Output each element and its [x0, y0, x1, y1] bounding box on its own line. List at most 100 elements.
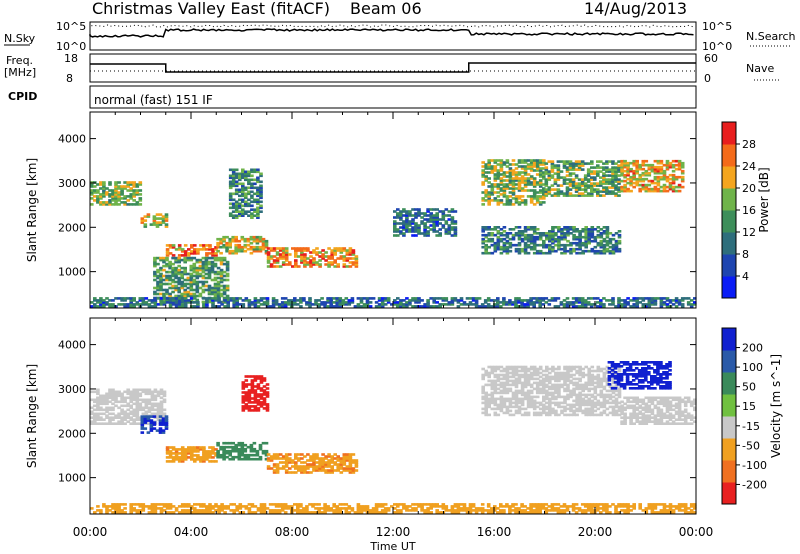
power-cell	[580, 301, 585, 304]
vel-cell	[484, 383, 488, 387]
power-cell	[665, 297, 670, 300]
vel-cell	[141, 388, 146, 392]
vel-cell	[333, 457, 337, 460]
vel-cell	[315, 469, 319, 472]
power-cell	[542, 161, 546, 164]
vel-cell	[493, 407, 498, 411]
vel-cell	[538, 401, 543, 405]
power-cell	[499, 305, 503, 308]
power-cell	[272, 261, 277, 264]
vel-cell	[514, 401, 519, 405]
power-cell	[571, 301, 576, 304]
vel-cell	[644, 379, 648, 382]
power-cell	[529, 201, 534, 204]
power-cell	[241, 190, 245, 194]
vel-cell	[575, 399, 579, 403]
power-cell	[602, 245, 607, 249]
power-cell	[225, 298, 230, 302]
vel-cell	[584, 365, 588, 369]
vel-cell	[650, 361, 654, 364]
vel-cell	[593, 409, 598, 413]
power-cell	[253, 182, 257, 186]
vel-cell	[156, 414, 161, 417]
power-cell	[216, 256, 221, 260]
power-cell	[617, 188, 621, 191]
power-cell	[280, 301, 285, 304]
power-cell	[584, 232, 588, 235]
vel-cell	[300, 457, 304, 460]
power-cell	[526, 301, 530, 304]
power-cell	[180, 280, 184, 284]
power-cell	[177, 288, 181, 292]
vel-cell	[620, 408, 624, 412]
power-cell	[587, 228, 591, 231]
power-cell	[662, 303, 667, 306]
vel-cell	[514, 393, 519, 397]
power-cell	[538, 179, 543, 182]
power-cell	[593, 172, 597, 175]
power-cell	[232, 301, 236, 304]
vel-cell	[306, 453, 310, 456]
power-cell	[153, 270, 157, 274]
vel-cell	[138, 404, 143, 408]
vel-cell	[545, 389, 549, 393]
vel-cell	[252, 447, 257, 451]
power-cell	[680, 175, 685, 179]
power-cell	[426, 220, 430, 223]
power-cell	[189, 286, 194, 290]
vel-cell	[214, 454, 218, 457]
vel-cell	[538, 403, 543, 407]
vel-cell	[143, 415, 148, 418]
vel-cell	[318, 461, 322, 464]
power-cell	[261, 243, 266, 247]
power-cell	[665, 185, 670, 189]
vel-cell	[135, 410, 140, 414]
vel-cell	[545, 379, 549, 383]
power-cell	[638, 179, 642, 183]
power-cell	[599, 249, 604, 253]
power-cell	[602, 249, 607, 253]
power-cell	[189, 258, 194, 262]
colorbar-swatch	[722, 188, 736, 211]
power-cell	[320, 297, 324, 300]
power-cell	[132, 199, 136, 202]
power-cell	[219, 251, 223, 255]
power-cell	[247, 174, 251, 178]
power-cell	[514, 197, 519, 200]
power-cell	[216, 241, 220, 245]
power-cell	[380, 297, 385, 300]
power-cell	[532, 237, 537, 241]
power-cell	[496, 245, 501, 249]
power-cell	[219, 294, 224, 298]
power-cell	[481, 230, 485, 233]
vel-cell	[653, 369, 657, 372]
vel-cell	[99, 408, 103, 412]
power-cell	[586, 301, 591, 304]
power-cell	[99, 203, 103, 206]
power-cell	[232, 297, 236, 300]
vel-cell	[102, 412, 106, 416]
power-cell	[671, 175, 676, 179]
power-cell	[153, 305, 158, 308]
vel-cell	[578, 409, 582, 413]
power-cell	[490, 228, 495, 231]
vel-cell	[599, 401, 604, 405]
vel-cell	[129, 392, 133, 396]
vel-cell	[613, 367, 618, 370]
vel-cell	[517, 409, 522, 413]
power-cell	[593, 184, 597, 187]
power-cell	[405, 301, 409, 304]
power-cell	[168, 274, 172, 278]
power-cell	[514, 199, 519, 202]
power-cell	[207, 298, 212, 302]
power-cell	[686, 301, 691, 304]
power-ylabel: Slant Range [km]	[25, 158, 39, 262]
power-cell	[550, 168, 555, 171]
power-cell	[214, 299, 218, 302]
power-cell	[620, 171, 624, 175]
power-cell	[523, 249, 528, 253]
vel-cell	[140, 431, 145, 434]
power-cell	[508, 195, 513, 198]
power-cell	[557, 226, 561, 229]
